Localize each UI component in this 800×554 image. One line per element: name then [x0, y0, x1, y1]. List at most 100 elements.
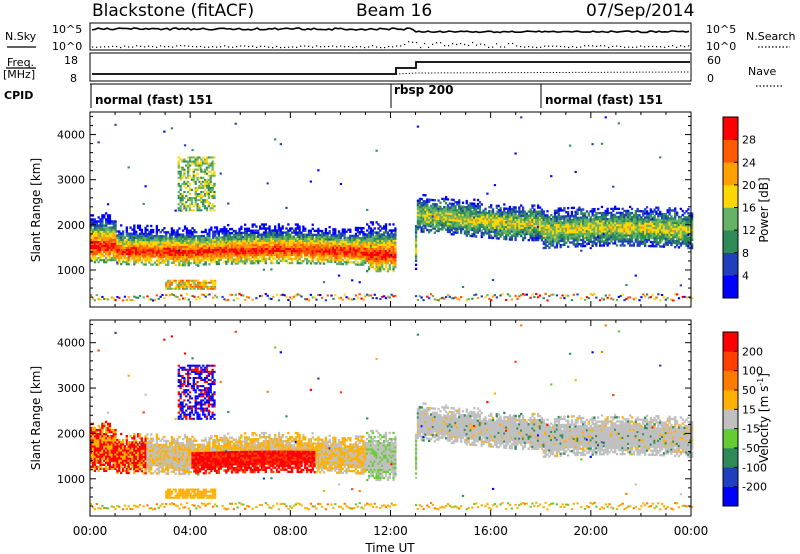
- power-cell: [544, 218, 547, 221]
- power-cell: [366, 229, 369, 232]
- power-cell: [227, 240, 230, 243]
- power-cell: [553, 215, 557, 219]
- power-cell: [360, 226, 363, 230]
- power-cell: [93, 218, 97, 221]
- power-cell: [227, 234, 230, 237]
- power-cell: [351, 238, 354, 242]
- power-cell: [330, 236, 333, 239]
- power-cell: [114, 222, 117, 225]
- noise-search-dot: [172, 46, 174, 48]
- power-cell: [183, 144, 187, 147]
- power-cell: [553, 238, 557, 241]
- power-cell: [352, 238, 356, 242]
- power-cell: [351, 246, 354, 250]
- power-cell: [125, 262, 128, 266]
- power-cell: [583, 222, 587, 225]
- power-cell: [204, 238, 207, 242]
- power-cell: [95, 238, 98, 241]
- power-cell: [366, 247, 369, 250]
- power-cell: [450, 216, 453, 220]
- power-cell: [621, 223, 624, 227]
- power-cell: [499, 217, 502, 220]
- power-cell: [585, 238, 589, 242]
- power-cell: [332, 250, 335, 253]
- power-cell: [373, 247, 376, 250]
- power-cell: [255, 259, 258, 263]
- power-cell: [91, 228, 95, 231]
- power-cell: [153, 239, 157, 242]
- power-cell: [444, 222, 448, 225]
- power-cell: [381, 263, 384, 267]
- power-cell: [371, 297, 374, 300]
- power-cell: [182, 253, 185, 257]
- power-cell: [431, 215, 435, 218]
- power-cell: [510, 298, 513, 301]
- power-cell: [144, 261, 147, 264]
- power-cell: [381, 267, 384, 271]
- power-cell: [520, 226, 523, 230]
- power-cell: [390, 239, 393, 242]
- power-cell: [503, 229, 506, 233]
- power-cell: [262, 251, 266, 255]
- power-cell: [332, 238, 335, 241]
- power-cell: [536, 222, 540, 226]
- power-cell: [180, 237, 183, 240]
- power-cell: [379, 298, 382, 301]
- noise-search-dot: [432, 43, 434, 46]
- power-cell: [345, 238, 348, 241]
- power-cell: [97, 242, 100, 246]
- power-cell: [172, 259, 175, 263]
- power-cell: [366, 239, 369, 242]
- power-cell: [108, 244, 112, 248]
- power-cell: [598, 228, 602, 231]
- power-cell: [103, 224, 106, 227]
- power-cell: [589, 222, 592, 225]
- power-cell: [178, 251, 181, 255]
- power-cell: [170, 251, 174, 254]
- power-cell: [598, 234, 602, 237]
- power-cell: [629, 222, 632, 225]
- power-cell: [362, 235, 365, 238]
- power-cell: [373, 243, 376, 246]
- power-cell: [527, 228, 530, 232]
- power-cell: [178, 227, 181, 230]
- power-cell: [488, 212, 491, 215]
- power-cell: [328, 250, 331, 253]
- power-cell: [568, 223, 572, 226]
- power-cell: [429, 214, 433, 218]
- power-cell: [108, 228, 112, 231]
- power-cell: [563, 229, 566, 232]
- power-cell: [568, 227, 572, 230]
- power-cell: [557, 207, 560, 210]
- power-cell: [454, 209, 457, 212]
- power-cell: [253, 257, 256, 261]
- power-cell: [127, 254, 130, 258]
- power-cell: [627, 224, 630, 227]
- power-cell: [110, 230, 113, 233]
- power-cell: [354, 259, 358, 262]
- power-cell: [546, 215, 549, 218]
- power-cell: [480, 215, 483, 218]
- power-cell: [161, 257, 164, 260]
- power-cell: [259, 233, 262, 236]
- power-cell: [230, 227, 234, 231]
- power-cell: [268, 235, 271, 238]
- power-cell: [375, 265, 378, 269]
- power-cell: [191, 239, 194, 242]
- power-cell: [420, 222, 423, 225]
- power-cell: [178, 243, 181, 246]
- power-cell: [456, 209, 459, 212]
- power-cell: [146, 255, 149, 258]
- power-cell: [116, 238, 119, 241]
- power-cell: [591, 220, 594, 223]
- power-cell: [638, 228, 641, 231]
- power-cell: [574, 243, 577, 246]
- power-cell: [91, 214, 95, 217]
- power-cell: [506, 217, 510, 221]
- power-cell: [99, 230, 102, 233]
- power-cell: [349, 257, 352, 260]
- power-cell: [591, 224, 594, 227]
- power-cell: [578, 208, 581, 211]
- power-cell: [328, 258, 331, 261]
- power-cell: [97, 298, 100, 301]
